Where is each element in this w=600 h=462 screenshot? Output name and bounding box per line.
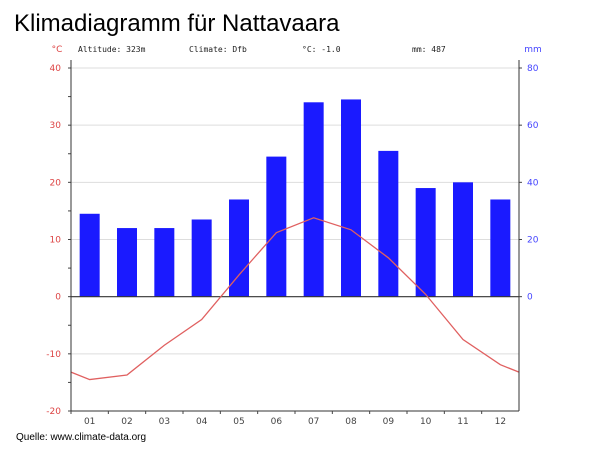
- left-tick-label: 30: [50, 121, 62, 131]
- left-axis-unit: °C: [52, 45, 63, 55]
- source-caption: Quelle: www.climate-data.org: [16, 432, 147, 443]
- month-label: 05: [233, 417, 244, 427]
- left-tick-label: 10: [50, 236, 62, 246]
- precip-bar: [453, 182, 473, 297]
- precip-bar: [191, 219, 212, 297]
- temperature-line: [70, 217, 520, 381]
- left-tick-label: 20: [50, 178, 62, 188]
- precip-bar: [266, 156, 287, 297]
- climate-label: Climate: Dfb: [189, 45, 247, 54]
- total-precip-label: mm: 487: [412, 45, 446, 54]
- month-label: 06: [271, 417, 283, 427]
- right-tick-label: 80: [527, 64, 539, 74]
- precip-bar: [229, 199, 249, 297]
- mean-temp-label: °C: -1.0: [302, 45, 341, 54]
- precip-bar: [117, 228, 137, 297]
- right-axis-unit: mm: [524, 45, 542, 55]
- right-tick-label: 40: [527, 178, 539, 188]
- month-label: 07: [308, 417, 319, 427]
- chart-title: Klimadiagramm für Nattavaara: [14, 10, 340, 37]
- month-label: 08: [345, 417, 357, 427]
- month-label: 04: [196, 417, 208, 427]
- month-label: 01: [84, 417, 95, 427]
- right-tick-label: 0: [527, 293, 533, 303]
- month-label: 12: [495, 417, 506, 427]
- right-tick-label: 20: [527, 236, 539, 246]
- precip-bar: [79, 213, 100, 297]
- precip-bar: [490, 199, 511, 297]
- month-label: 03: [159, 417, 170, 427]
- left-tick-label: 0: [55, 293, 61, 303]
- precip-bar: [154, 228, 175, 297]
- month-label: 10: [420, 417, 432, 427]
- month-label: 09: [383, 417, 395, 427]
- altitude-label: Altitude: 323m: [78, 45, 146, 54]
- precip-bar: [303, 102, 324, 297]
- precip-bar: [415, 188, 436, 297]
- left-tick-label: 40: [50, 64, 62, 74]
- left-tick-label: -20: [46, 407, 61, 417]
- month-label: 02: [121, 417, 132, 427]
- left-tick-label: -10: [46, 350, 61, 360]
- right-tick-label: 60: [527, 121, 539, 131]
- precip-bar: [378, 150, 399, 297]
- month-label: 11: [457, 417, 468, 427]
- precip-bar: [341, 99, 361, 297]
